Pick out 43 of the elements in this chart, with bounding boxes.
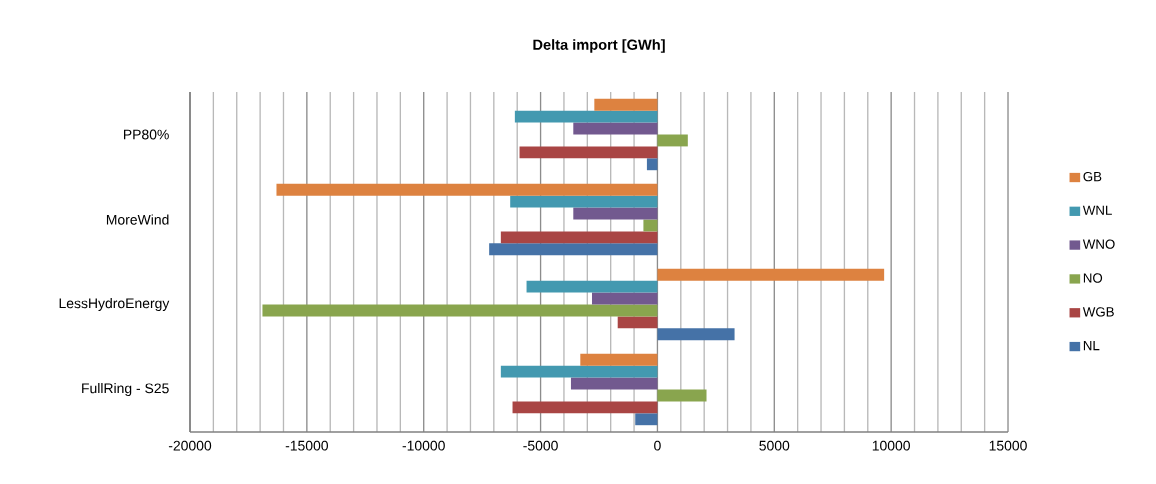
bar [570,377,658,390]
bar [510,195,658,208]
y-tick-label: LessHydroEnergy [59,298,170,312]
chart-title: Delta import [GWh] [533,39,665,53]
y-tick-label: MoreWind [106,214,169,225]
bar [514,110,658,123]
x-tick-label: -15000 [285,440,329,451]
legend-label: WGB [1082,307,1114,317]
bar [276,183,658,196]
bar [657,328,735,341]
bar [643,219,658,232]
y-tick-label: PP80% [123,129,169,140]
bar [573,122,658,135]
y-tick-label: FullRing - S25 [82,383,169,397]
bar [591,292,658,305]
x-tick-label: 5000 [759,440,790,451]
bar [489,243,658,256]
bar [500,231,658,244]
bar [635,413,658,426]
x-tick-label: -5000 [523,440,558,451]
legend-label: NO [1083,273,1103,283]
bar [526,280,658,293]
bar [617,316,658,329]
bar [594,98,658,111]
bar [512,401,658,414]
bar [580,353,658,366]
bar [657,389,707,402]
bar [573,207,658,220]
legend-label: NL [1083,340,1100,351]
x-tick-label: 0 [654,440,661,451]
legend-label: GB [1083,171,1102,182]
x-tick-label: 15000 [989,440,1027,451]
legend-label: WNL [1082,205,1112,215]
bar [657,134,688,147]
bar [519,146,658,159]
x-tick-label: -10000 [402,440,445,451]
legend-label: WNO [1082,239,1115,249]
bar [646,158,658,171]
bar [262,304,658,317]
bar [500,365,658,378]
x-tick-label: -20000 [168,440,212,451]
x-tick-label: 10000 [872,440,910,451]
bar [657,268,885,281]
